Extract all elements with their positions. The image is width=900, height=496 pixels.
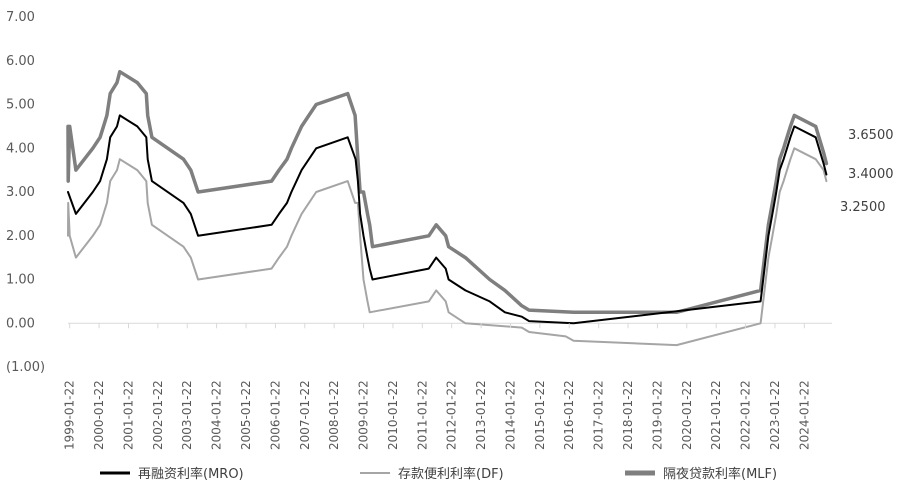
y-tick-label: 6.00 bbox=[6, 54, 35, 69]
series-line bbox=[67, 114, 828, 325]
x-tick-label: 2006-01-22 bbox=[268, 380, 282, 450]
series-lines bbox=[66, 69, 829, 347]
x-tick-label: 2024-01-22 bbox=[797, 380, 811, 450]
x-tick-label: 2022-01-22 bbox=[739, 380, 753, 450]
x-tick-label: 2015-01-22 bbox=[533, 380, 547, 450]
end-value-label: 3.6500 bbox=[848, 128, 894, 143]
y-axis-ticks: (1.00) 0.00 1.00 2.00 3.00 4.00 5.00 6.00 7.00 bbox=[6, 10, 45, 375]
x-tick-label: 2023-01-22 bbox=[768, 380, 782, 450]
x-tick-label: 2001-01-22 bbox=[122, 380, 136, 450]
series-line bbox=[67, 147, 828, 347]
end-labels: 3.6500 3.4000 3.2500 bbox=[840, 128, 894, 215]
y-tick-label: 1.00 bbox=[6, 273, 35, 288]
y-tick-label: 0.00 bbox=[6, 316, 35, 331]
x-tick-label: 2003-01-22 bbox=[180, 380, 194, 450]
x-axis-ticks: 1999-01-22 2000-01-22 2001-01-22 2002-01-22… bbox=[63, 323, 811, 450]
y-tick-label: 5.00 bbox=[6, 98, 35, 113]
x-tick-label: 2010-01-22 bbox=[386, 380, 400, 450]
x-tick-label: 2008-01-22 bbox=[327, 380, 341, 450]
x-tick-label: 2020-01-22 bbox=[680, 380, 694, 450]
legend-label: 再融资利率(MRO) bbox=[138, 466, 244, 482]
x-tick-label: 1999-01-22 bbox=[63, 380, 77, 450]
legend-label: 隔夜贷款利率(MLF) bbox=[663, 466, 777, 482]
x-tick-label: 2005-01-22 bbox=[239, 380, 253, 450]
y-tick-label: 4.00 bbox=[6, 141, 35, 156]
x-tick-label: 2018-01-22 bbox=[621, 380, 635, 450]
x-tick-label: 2009-01-22 bbox=[357, 380, 371, 450]
x-tick-label: 2007-01-22 bbox=[298, 380, 312, 450]
y-tick-label: 2.00 bbox=[6, 229, 35, 244]
x-tick-label: 2016-01-22 bbox=[562, 380, 576, 450]
legend-label: 存款便利利率(DF) bbox=[398, 466, 504, 482]
end-value-label: 3.2500 bbox=[840, 200, 886, 215]
x-tick-label: 2002-01-22 bbox=[151, 380, 165, 450]
x-tick-label: 2011-01-22 bbox=[415, 380, 429, 450]
y-tick-label: 3.00 bbox=[6, 185, 35, 200]
series-line bbox=[66, 69, 829, 315]
x-tick-label: 2017-01-22 bbox=[592, 380, 606, 450]
x-tick-label: 2014-01-22 bbox=[504, 380, 518, 450]
x-tick-label: 2000-01-22 bbox=[92, 380, 106, 450]
x-tick-label: 2021-01-22 bbox=[709, 380, 723, 450]
x-tick-label: 2019-01-22 bbox=[650, 380, 664, 450]
y-tick-label: (1.00) bbox=[6, 360, 45, 375]
x-tick-label: 2004-01-22 bbox=[210, 380, 224, 450]
end-value-label: 3.4000 bbox=[848, 167, 894, 182]
y-tick-label: 7.00 bbox=[6, 10, 35, 25]
x-tick-label: 2012-01-22 bbox=[445, 380, 459, 450]
legend: 再融资利率(MRO) 存款便利利率(DF) 隔夜贷款利率(MLF) bbox=[100, 466, 777, 482]
x-tick-label: 2013-01-22 bbox=[474, 380, 488, 450]
